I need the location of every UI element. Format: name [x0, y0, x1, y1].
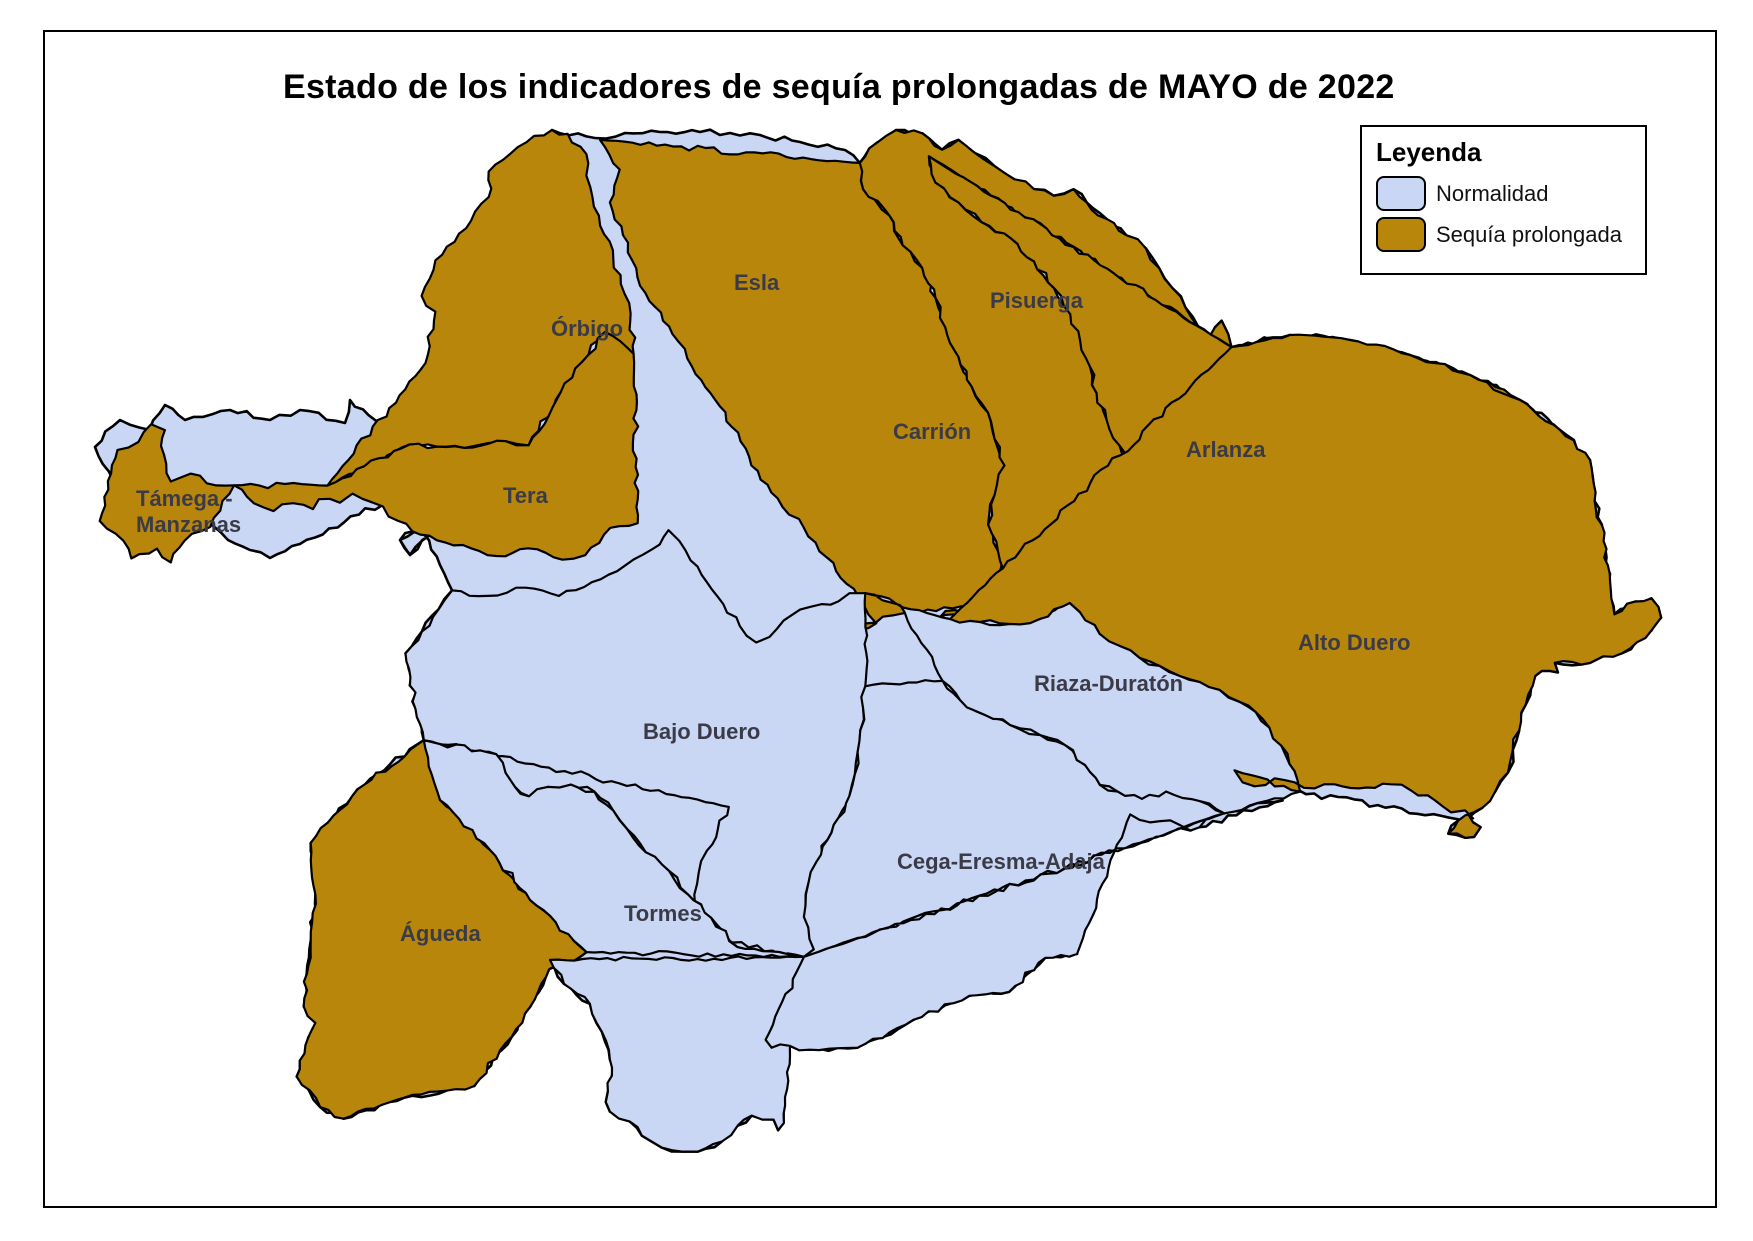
svg-text:Alto Duero: Alto Duero: [1298, 630, 1410, 655]
svg-text:Pisuerga: Pisuerga: [990, 288, 1084, 313]
svg-text:Riaza-Duratón: Riaza-Duratón: [1034, 671, 1183, 696]
svg-text:Tormes: Tormes: [624, 901, 702, 926]
svg-text:Tera: Tera: [503, 483, 549, 508]
svg-text:Támega -Manzanas: Támega -Manzanas: [136, 486, 241, 537]
svg-text:Esla: Esla: [734, 270, 780, 295]
svg-text:Águeda: Águeda: [400, 921, 481, 946]
svg-text:Carrión: Carrión: [893, 419, 971, 444]
svg-text:Cega-Eresma-Adaja: Cega-Eresma-Adaja: [897, 849, 1106, 874]
svg-text:Órbigo: Órbigo: [551, 316, 623, 341]
svg-text:Bajo Duero: Bajo Duero: [643, 719, 760, 744]
svg-text:Arlanza: Arlanza: [1186, 437, 1266, 462]
